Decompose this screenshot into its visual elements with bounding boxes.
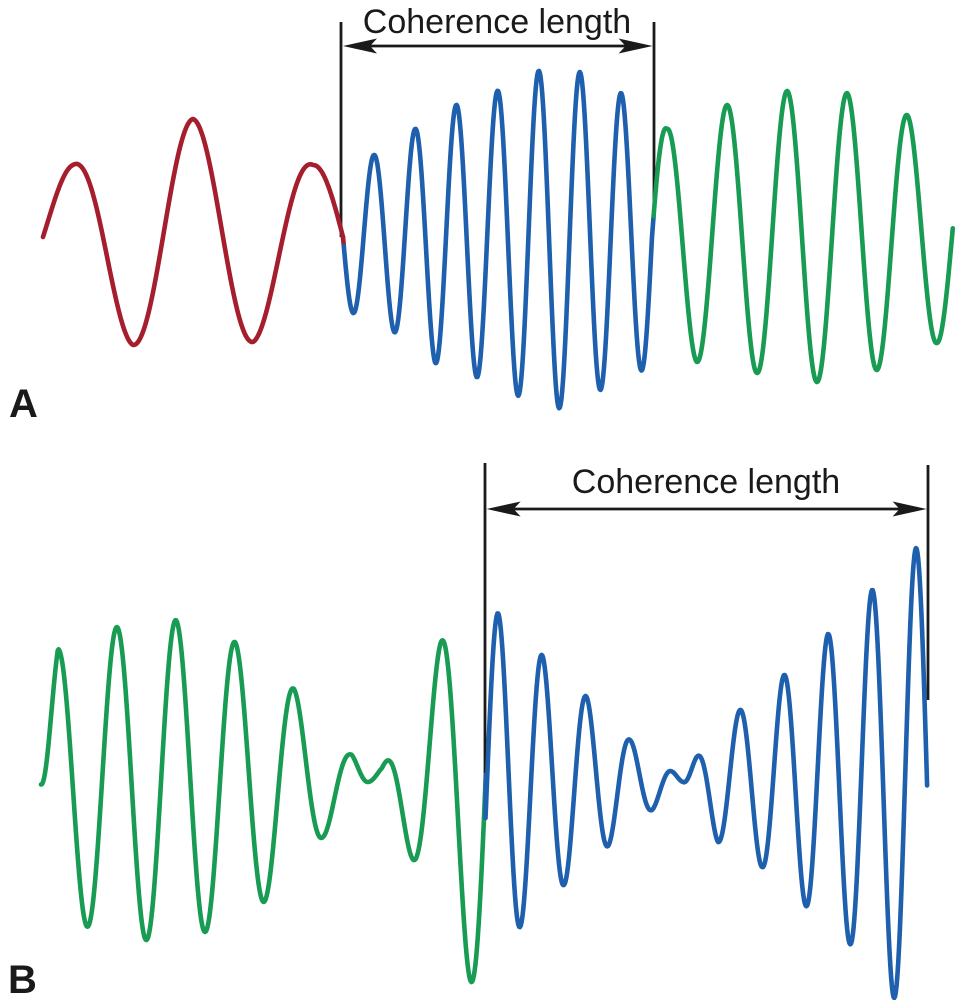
panel-b-annotation <box>483 463 930 808</box>
wave-train-red <box>40 116 346 348</box>
arrowhead-left-icon <box>486 501 521 517</box>
arrowhead-right-icon <box>892 501 927 517</box>
wave-train-green <box>38 617 489 985</box>
panel-b-letter: B <box>8 958 37 1000</box>
panel-b-wave <box>38 545 930 1000</box>
wave-train-blue <box>483 545 930 1000</box>
panel-b-coherence-label: Coherence length <box>572 463 840 501</box>
panel-a-wave <box>40 68 956 411</box>
panel-a-coherence-label: Coherence length <box>363 3 631 41</box>
panel-a-annotation <box>339 22 656 237</box>
panel-a-letter: A <box>9 382 38 426</box>
wave-train-green <box>651 88 956 385</box>
arrowhead-left-icon <box>343 38 377 54</box>
wave-train-blue <box>341 68 656 411</box>
arrowhead-right-icon <box>618 38 653 54</box>
